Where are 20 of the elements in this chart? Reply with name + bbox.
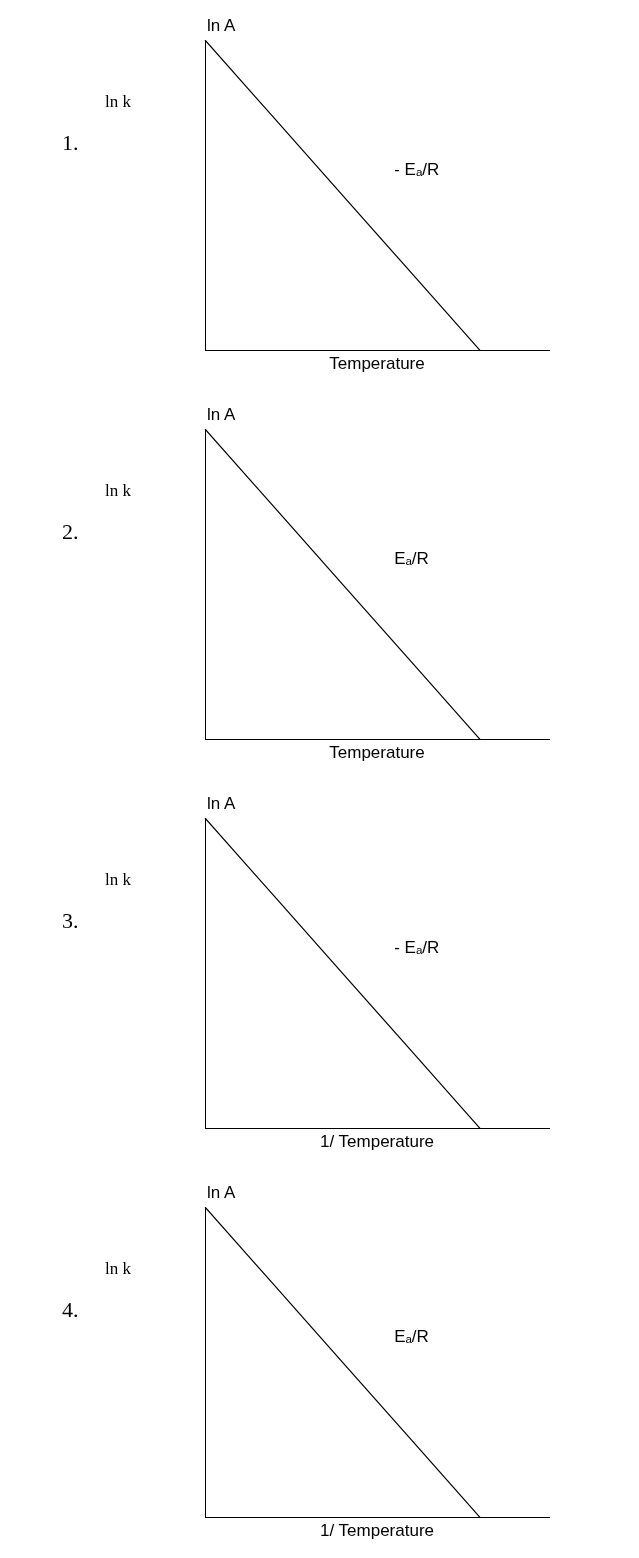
x-axis-title: Temperature [329,743,425,763]
annotation: Eₐ/R [394,1327,429,1347]
x-axis-title: 1/ Temperature [319,1132,435,1152]
text: ln A [207,1182,237,1202]
y-axis-title: ln k [105,91,132,111]
text: 3. [62,908,79,934]
annotation: - Eₐ/R [394,938,440,958]
y-axis-title: ln k [105,869,132,889]
text: ln A [207,793,237,813]
text: 1. [62,130,79,156]
x-axis-title: 1/ Temperature [319,1521,435,1541]
text: ln A [207,404,237,424]
text: 2. [62,519,79,545]
x-axis-title: Temperature [329,354,425,374]
annotation: - Eₐ/R [394,160,440,180]
y-axis-title: ln k [105,1258,132,1278]
annotation: Eₐ/R [394,549,429,569]
text: ln A [207,15,237,35]
y-axis-title: ln k [105,480,132,500]
text: 4. [62,1297,79,1323]
